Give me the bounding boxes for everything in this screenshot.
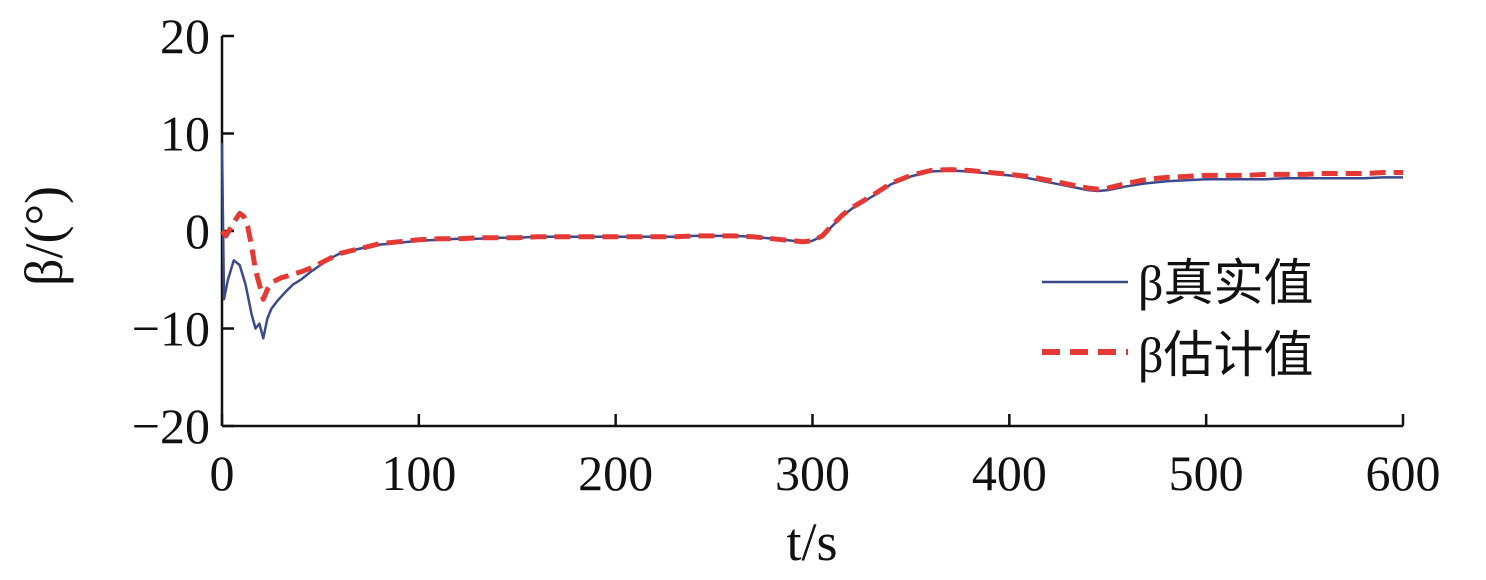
x-axis-title: t/s xyxy=(786,512,837,572)
series-lines xyxy=(220,143,1403,340)
y-tick-label: 10 xyxy=(160,106,210,162)
y-tick-label: 0 xyxy=(185,203,210,259)
y-tick-labels: 20 10 0 −10 −20 xyxy=(132,8,210,454)
x-tick-label: 0 xyxy=(210,445,235,501)
x-tick-label: 400 xyxy=(972,445,1047,501)
x-tick-label: 100 xyxy=(381,445,456,501)
legend-label-true-value: β真实值 xyxy=(1138,255,1313,311)
x-tick-labels: 0 100 200 300 400 500 600 xyxy=(210,445,1441,501)
legend: β真实值 β估计值 xyxy=(1042,255,1313,383)
x-tick-label: 300 xyxy=(775,445,850,501)
x-tick-label: 500 xyxy=(1169,445,1244,501)
series-line-estimate xyxy=(220,167,1403,302)
y-tick-label: 20 xyxy=(160,8,210,64)
x-tick-label: 200 xyxy=(578,445,653,501)
legend-label-estimate: β估计值 xyxy=(1138,327,1313,383)
y-tick-label: −10 xyxy=(132,301,210,357)
y-tick-label: −20 xyxy=(132,398,210,454)
y-axis-title: β/(°) xyxy=(14,186,74,286)
x-tick-label: 600 xyxy=(1366,445,1441,501)
